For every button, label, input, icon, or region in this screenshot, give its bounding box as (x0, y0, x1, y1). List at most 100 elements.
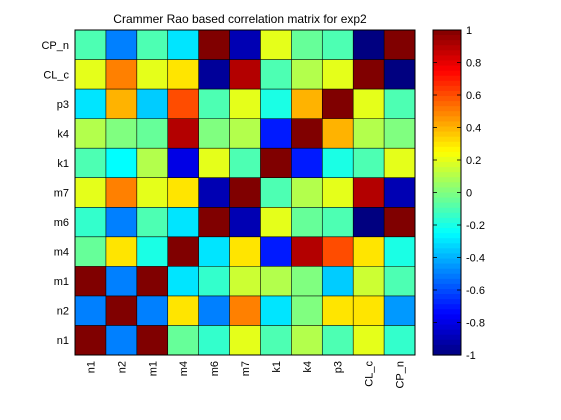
heatmap-cell (136, 236, 169, 267)
colorbar-tick-label: 0.8 (466, 58, 481, 70)
colorbar-tick-label: 0.4 (466, 123, 481, 135)
heatmap-cell (353, 207, 385, 238)
heatmap-cell (229, 177, 261, 208)
heatmap-cell (167, 207, 200, 238)
heatmap-cell (105, 236, 138, 267)
colorbar-segment (433, 288, 461, 295)
heatmap-cell (384, 177, 416, 208)
heatmap-cell (136, 148, 169, 179)
colorbar-segment (433, 344, 461, 351)
heatmap-cell (136, 266, 169, 297)
heatmap-cell (353, 118, 385, 149)
colorbar-segment (433, 334, 461, 341)
heatmap-cell (353, 89, 385, 120)
heatmap-cell (260, 30, 292, 61)
heatmap-cell (260, 266, 292, 297)
colorbar-segment (433, 116, 461, 123)
heatmap-cell (229, 148, 261, 179)
heatmap-cell (353, 236, 385, 267)
heatmap-cell (75, 118, 107, 149)
colorbar-segment (433, 96, 461, 102)
y-tick-labels: CP_n CL_c p3 k4 k1 m7 m6 m4 m1 n2 n1 (41, 40, 69, 347)
colorbar-segment (433, 192, 461, 199)
heatmap-cell (229, 30, 261, 61)
heatmap-cell (260, 236, 292, 267)
heatmap-cell (384, 236, 416, 267)
colorbar-segment (433, 35, 461, 41)
heatmap-cell (322, 89, 354, 120)
colorbar-segment (433, 65, 461, 72)
x-tick-label: m6 (209, 361, 221, 376)
heatmap-cell (260, 148, 292, 179)
heatmap-cell (291, 59, 323, 90)
heatmap-cell (167, 325, 200, 356)
colorbar-segment (433, 136, 461, 143)
heatmap-cell (136, 118, 169, 149)
chart-title: Crammer Rao based correlation matrix for… (113, 12, 367, 26)
x-tick-label: m7 (240, 361, 252, 376)
heatmap-cell (198, 236, 231, 267)
x-tick-label: m1 (147, 361, 159, 376)
heatmap-cell (322, 30, 354, 61)
heatmap-cell (136, 325, 169, 356)
colorbar-tick-label: 0 (466, 188, 472, 200)
colorbar-segment (433, 329, 461, 336)
colorbar-segment (433, 314, 461, 321)
heatmap-cell (75, 325, 107, 356)
heatmap-cell (75, 236, 107, 267)
y-tick-label: m6 (54, 217, 69, 229)
colorbar-segment (433, 339, 461, 346)
heatmap-cell (322, 118, 354, 149)
heatmap-cell (136, 295, 169, 326)
heatmap-cell (105, 207, 138, 238)
colorbar-segment (433, 106, 461, 112)
heatmap-cell (198, 59, 231, 90)
heatmap-cell (229, 207, 261, 238)
heatmap-cell (167, 148, 200, 179)
heatmap-cell (229, 89, 261, 120)
heatmap-cell (167, 89, 200, 120)
colorbar-segment (433, 156, 461, 163)
heatmap-cell (384, 30, 416, 61)
heatmap-cell (198, 295, 231, 326)
heatmap-cell (105, 59, 138, 90)
x-tick-label: CP_n (395, 361, 407, 389)
colorbar-segment (433, 309, 461, 315)
heatmap-cell (291, 295, 323, 326)
colorbar-segment (433, 90, 461, 97)
colorbar-segment (433, 253, 461, 260)
heatmap-cell (75, 207, 107, 238)
colorbar-segment (433, 40, 461, 46)
colorbar-segment (433, 162, 461, 168)
x-tick-label: p3 (333, 361, 345, 373)
heatmap-cell (105, 30, 138, 61)
colorbar-segment (433, 50, 461, 56)
heatmap-cell (260, 59, 292, 90)
heatmap-cell (136, 177, 169, 208)
heatmap-cell (291, 207, 323, 238)
colorbar-segment (433, 30, 461, 36)
heatmap-cell (291, 118, 323, 149)
colorbar-tick-label: 0.6 (466, 90, 481, 102)
colorbar-segment (433, 238, 461, 244)
heatmap-cell (353, 30, 385, 61)
colorbar-segment (433, 212, 461, 219)
colorbar: -1 -0.8 -0.6 -0.4 -0.2 0 0.2 0.4 0.6 0.8 1 (432, 25, 485, 362)
heatmap-cell (322, 325, 354, 356)
colorbar-segment (433, 273, 461, 280)
x-tick-label: n2 (116, 361, 128, 373)
colorbar-segment (433, 197, 461, 204)
heatmap-cell (136, 30, 169, 61)
x-tick-label: m4 (178, 361, 190, 376)
colorbar-segment (433, 299, 461, 305)
heatmap-cell (198, 207, 231, 238)
heatmap-cell (167, 118, 200, 149)
colorbar-segment (433, 167, 461, 173)
colorbar-segment (433, 258, 461, 265)
heatmap-cell (384, 207, 416, 238)
heatmap-cell (229, 325, 261, 356)
colorbar-segment (433, 111, 461, 117)
colorbar-segment (433, 283, 461, 290)
heatmap-cell (198, 325, 231, 356)
